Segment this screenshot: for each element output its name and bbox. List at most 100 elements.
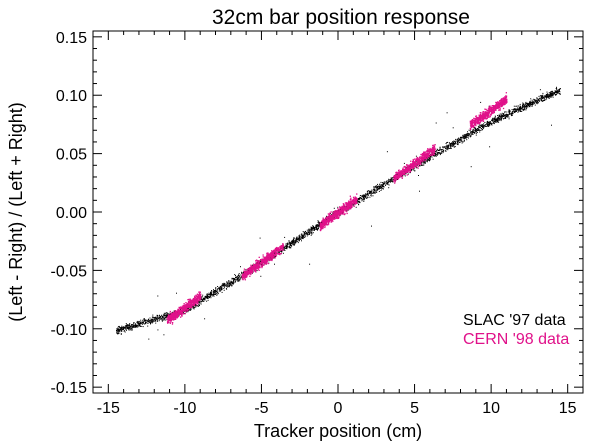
cern-data-point [279,245,281,248]
slac-data-point [388,187,390,189]
slac-data-point [441,152,443,154]
cern-data-point [263,263,266,265]
slac-data-point [311,229,313,231]
cern-data-point [188,298,190,300]
cern-data-point [267,262,269,265]
slac-data-point [421,164,423,166]
slac-data-point [288,243,290,245]
slac-data-point [148,318,149,320]
slac-data-point [392,181,394,183]
slac-data-point [119,326,121,328]
slac-data-point [221,288,223,290]
slac-data-point [240,274,242,276]
slac-data-point [306,235,308,237]
cern-data-point [249,267,251,269]
slac-data-point [233,278,235,279]
cern-data-point [262,261,264,263]
cern-data-point [244,272,246,274]
slac-data-point [303,235,305,237]
cern-data-point [257,265,259,267]
slac-data-point [229,284,231,285]
slac-data-point [164,313,166,314]
slac-data-point [199,305,200,306]
cern-data-point [260,261,262,264]
slac-data-point [366,197,368,199]
slac-data-point [319,225,320,227]
cern-data-point [196,300,199,302]
slac-data-point [124,326,126,328]
slac-data-point [378,187,380,189]
slac-data-point [540,97,542,99]
slac-data-point [204,318,206,320]
slac-data-point [292,239,294,241]
slac-data-point [232,279,234,281]
slac-data-point [134,325,136,327]
slac-data-point [240,266,241,268]
slac-data-point [491,119,493,121]
slac-data-point [503,118,505,120]
cern-data-point [262,256,264,258]
slac-data-point [232,277,234,279]
slac-data-point [373,192,375,194]
slac-data-point [128,328,130,330]
cern-data-point [265,261,268,264]
slac-data-point [439,154,441,156]
slac-data-point [465,137,467,139]
cern-data-point [337,208,339,210]
cern-data-point [186,303,188,305]
x-tick-label: 10 [482,400,500,417]
slac-data-point [162,319,164,321]
cern-data-point [244,274,246,276]
slac-data-point [538,100,540,102]
slac-data-point [487,125,489,127]
slac-data-point [227,282,229,284]
slac-data-point [463,138,465,140]
slac-data-point [361,195,363,197]
slac-data-point [129,327,131,329]
slac-data-point [362,195,364,197]
cern-data-point [282,244,284,246]
slac-data-point [317,229,319,230]
slac-data-point [155,317,156,319]
slac-data-point [162,314,164,316]
slac-data-point [506,111,508,113]
slac-data-point [128,328,129,330]
cern-data-point [330,220,333,222]
slac-data-point [554,90,556,92]
cern-data-point [249,271,251,273]
slac-data-point [514,108,516,110]
slac-data-point [370,192,372,194]
slac-data-point [201,300,203,302]
slac-data-point [418,175,419,176]
cern-data-point [281,246,283,248]
slac-data-point [552,96,554,98]
slac-data-point [525,109,527,111]
slac-data-point [240,277,242,279]
slac-data-point [291,245,293,246]
slac-data-point [559,91,561,93]
cern-data-point [269,258,271,260]
slac-data-point [378,185,380,187]
slac-data-point [219,290,221,292]
slac-data-point [552,94,554,96]
slac-data-point [144,319,146,321]
slac-data-point [476,132,477,134]
slac-data-point [381,186,383,188]
slac-data-point [142,321,143,323]
cern-data-point [271,255,274,257]
slac-data-point [289,247,291,248]
cern-data-point [195,301,197,303]
cern-data-point [268,255,270,258]
slac-data-point [214,293,216,295]
slac-data-point [554,94,556,95]
cern-data-point [182,310,184,313]
cern-data-point [196,299,199,301]
slac-data-point [481,128,482,130]
slac-data-point [489,121,490,123]
slac-data-point [220,289,222,291]
slac-data-point [472,133,474,135]
slac-data-point [486,125,487,127]
cern-data-point [273,253,276,255]
cern-data-point [282,243,284,245]
slac-data-point [465,133,467,135]
